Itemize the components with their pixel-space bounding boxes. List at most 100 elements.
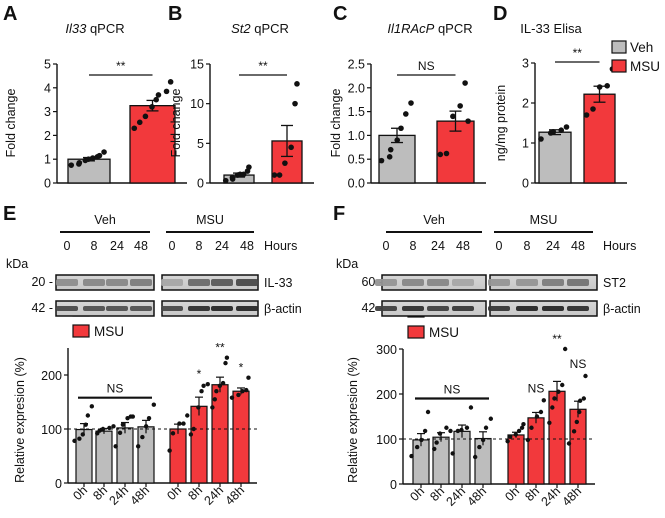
lane-label: 8 — [524, 239, 531, 253]
data-point — [191, 426, 196, 432]
y-tick-label: 1 — [522, 137, 529, 151]
data-point — [398, 125, 404, 132]
data-point — [505, 439, 510, 444]
group-bracket-label: NS — [107, 382, 124, 396]
data-point — [513, 432, 519, 437]
data-point — [276, 172, 283, 178]
panel-d: D IL-33 Elisa ng/mg protein 0 1 2 3 ** Veh MSU — [493, 3, 660, 191]
blot-band — [83, 279, 105, 286]
data-point — [140, 434, 145, 440]
lane-label: 0 — [383, 239, 390, 253]
significance-label: * — [197, 367, 202, 381]
significance-label: ** — [258, 59, 268, 73]
blot-band — [130, 306, 152, 311]
data-point — [443, 150, 450, 157]
blot-band — [130, 279, 152, 286]
data-point — [229, 174, 236, 181]
bar-veh-24h — [453, 430, 471, 485]
data-point — [240, 389, 245, 394]
data-point — [462, 80, 468, 86]
data-point — [146, 416, 152, 421]
y-tick-label: 0 — [522, 177, 529, 191]
y-axis-label: Relative expresion (%) — [13, 357, 27, 483]
data-point — [577, 409, 582, 415]
blot-band — [188, 279, 210, 286]
data-point — [149, 104, 155, 110]
kda-label: kDa — [336, 257, 358, 271]
bar-msu — [129, 105, 176, 184]
data-point — [224, 355, 230, 360]
data-point — [409, 453, 414, 459]
data-point — [450, 451, 455, 456]
data-point — [113, 444, 118, 449]
data-point — [142, 113, 149, 120]
legend-swatch-msu — [407, 325, 425, 339]
data-point — [210, 405, 215, 410]
marker-label: 42 - — [361, 301, 383, 315]
y-tick-label: 3 — [522, 57, 529, 71]
panel-letter: E — [3, 203, 16, 225]
bar-msu-48h — [232, 390, 250, 484]
x-tick-label: 0h — [407, 484, 427, 504]
data-point — [80, 432, 85, 437]
lane-label: 24 — [215, 239, 229, 253]
blot-group-label: Veh — [423, 213, 445, 227]
data-point — [596, 84, 603, 90]
significance-label: ** — [116, 59, 126, 73]
y-tick-label: 0 — [44, 177, 51, 191]
blot-band — [488, 306, 510, 311]
bar-msu-0h — [507, 434, 525, 485]
data-point — [434, 440, 439, 445]
y-axis-label: Fold change — [169, 89, 183, 158]
y-tick-label: 5 — [197, 137, 204, 151]
data-point — [101, 149, 107, 155]
panel-letter: F — [333, 203, 345, 225]
data-point — [288, 144, 294, 151]
blot-band — [452, 279, 474, 286]
bar-veh-48h — [474, 437, 492, 485]
blot-band — [567, 306, 589, 311]
data-point — [403, 111, 409, 117]
data-point — [465, 118, 471, 124]
data-point — [214, 389, 219, 394]
data-point — [450, 113, 456, 120]
blot-band — [452, 306, 474, 311]
data-point — [541, 398, 547, 403]
blot-band — [402, 306, 424, 311]
data-point — [419, 437, 424, 443]
y-tick-label: 0 — [197, 177, 204, 191]
data-point — [130, 414, 136, 419]
data-point — [547, 420, 552, 425]
data-point — [378, 157, 385, 164]
data-point — [574, 419, 580, 425]
data-point — [394, 137, 401, 143]
data-point — [552, 396, 557, 401]
data-point — [217, 383, 223, 388]
x-tick-label: 0h — [70, 483, 90, 503]
data-point — [425, 409, 431, 415]
data-point — [236, 392, 241, 398]
data-point — [387, 146, 394, 153]
bar-veh-48h — [137, 426, 155, 484]
blot-band — [83, 306, 105, 311]
data-point — [550, 129, 557, 135]
blot-band — [375, 306, 397, 311]
blot-band — [542, 279, 564, 286]
blot-group-label: Veh — [94, 213, 116, 227]
data-point — [143, 424, 149, 429]
data-point — [220, 380, 226, 386]
x-tick-label: 48h — [127, 483, 152, 508]
bar-veh — [378, 134, 416, 184]
blot-band — [567, 279, 589, 286]
y-axis-label: ng/mg protein — [494, 85, 508, 161]
lane-label: 0 — [64, 239, 71, 253]
y-tick-label: 0.5 — [348, 153, 365, 167]
panel-title: Il33 qPCR — [65, 21, 124, 36]
blot-band — [161, 306, 183, 311]
data-point — [163, 88, 170, 95]
marker-label: 20 - — [31, 275, 53, 289]
data-point — [89, 404, 95, 409]
lane-label: 48 — [571, 239, 585, 253]
